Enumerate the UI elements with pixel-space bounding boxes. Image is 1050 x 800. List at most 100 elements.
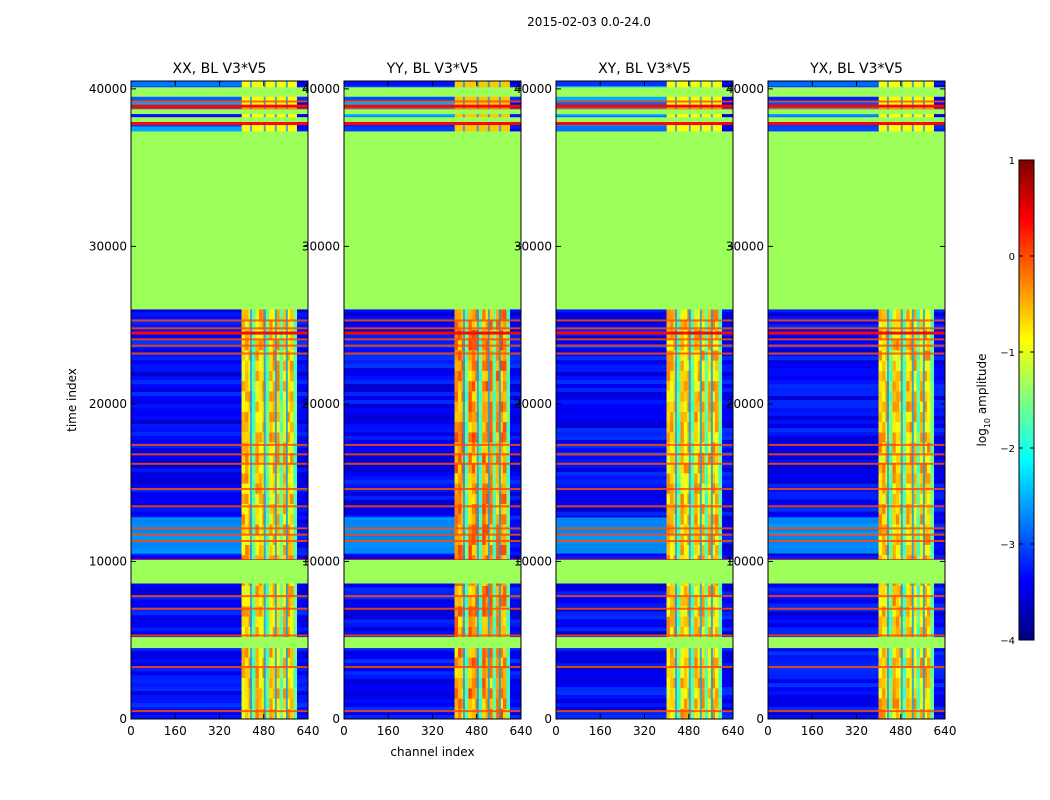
heatmap-row xyxy=(344,691,521,696)
heatmap-band-cell xyxy=(499,524,504,535)
heatmap-band-cell xyxy=(690,493,695,504)
heatmap-band-cell xyxy=(701,432,705,443)
heatmap-band-cell xyxy=(482,422,486,433)
heatmap-flagged-block xyxy=(131,559,308,584)
heatmap-row xyxy=(344,471,521,476)
heatmap-band-cell xyxy=(503,626,507,638)
heatmap-band-cell xyxy=(902,329,907,341)
heatmap-band-cell xyxy=(286,319,291,330)
heatmap-band-cell xyxy=(482,452,486,464)
heatmap-band-cell xyxy=(265,422,270,433)
heatmap-row xyxy=(556,687,733,692)
heatmap-band-cell xyxy=(471,667,476,679)
heatmap-band-cell xyxy=(485,452,490,464)
heatmap-band-cell xyxy=(694,678,698,689)
heatmap-band-gap xyxy=(249,81,252,719)
heatmap-band-cell xyxy=(276,667,280,679)
heatmap-band-cell xyxy=(272,391,277,402)
heatmap-band-cell xyxy=(496,411,500,423)
heatmap-row xyxy=(556,403,733,408)
heatmap-band-cell xyxy=(482,708,486,719)
heatmap-band-cell xyxy=(683,657,688,668)
heatmap-band-cell xyxy=(906,698,910,709)
heatmap-band-cell xyxy=(251,626,256,638)
heatmap-band-cell xyxy=(704,657,709,668)
heatmap-band-cell xyxy=(882,452,886,464)
heatmap-band-cell xyxy=(906,350,910,361)
heatmap-band-cell xyxy=(909,329,914,341)
heatmap-band-cell xyxy=(454,319,459,330)
heatmap-band-cell xyxy=(690,360,695,371)
heatmap-band-cell xyxy=(458,309,462,320)
heatmap-row xyxy=(768,671,945,676)
heatmap-band-cell xyxy=(892,360,896,371)
heatmap-band-cell xyxy=(694,360,698,371)
heatmap-band-cell xyxy=(902,422,907,433)
heatmap-band-cell xyxy=(708,463,712,474)
heatmap-band-cell xyxy=(468,432,472,443)
heatmap-band-cell xyxy=(683,708,688,719)
heatmap-band-cell xyxy=(909,585,914,597)
heatmap-band-cell xyxy=(930,698,934,709)
heatmap-band-cell xyxy=(492,329,497,341)
heatmap-band-cell xyxy=(290,370,294,382)
x-tick-label: 640 xyxy=(510,724,533,738)
heatmap-band-cell xyxy=(670,708,674,719)
heatmap-band-cell xyxy=(697,626,702,638)
heatmap-band-cell xyxy=(290,432,294,443)
heatmap-band-cell xyxy=(906,688,910,699)
heatmap-band-cell xyxy=(902,678,907,689)
heatmap-band-cell xyxy=(892,596,896,607)
heatmap-band-cell xyxy=(468,452,472,464)
heatmap-band-cell xyxy=(882,319,886,330)
heatmap-row xyxy=(131,479,308,484)
heatmap-band-cell xyxy=(923,698,928,709)
heatmap-band-cell xyxy=(930,381,934,392)
heatmap-band-cell xyxy=(482,329,486,341)
heatmap-band-cell xyxy=(258,534,263,545)
panel-1: XX, BL V3*V50 160 320 480 640010000200003000… xyxy=(65,61,319,738)
heatmap-hot-row xyxy=(768,344,945,347)
heatmap-band-cell xyxy=(704,606,709,617)
heatmap-band-cell xyxy=(496,544,500,556)
heatmap-band-cell xyxy=(499,381,504,392)
heatmap-row xyxy=(344,659,521,664)
heatmap-band-cell xyxy=(888,534,893,545)
heatmap-band-cell xyxy=(454,708,459,719)
heatmap-band-cell xyxy=(694,329,698,341)
heatmap-band-cell xyxy=(708,688,712,699)
heatmap-row xyxy=(344,126,455,132)
heatmap-band-cell xyxy=(464,534,469,545)
heatmap-band-cell xyxy=(704,309,709,320)
heatmap-band-cell xyxy=(701,442,705,453)
heatmap-band-cell xyxy=(902,463,907,474)
heatmap-band-cell xyxy=(454,514,459,525)
heatmap-band-cell xyxy=(704,432,709,443)
heatmap-band-cell xyxy=(251,708,256,719)
heatmap-band-cell xyxy=(888,422,893,433)
heatmap-band-cell xyxy=(902,524,907,535)
heatmap-band-cell xyxy=(666,360,671,371)
heatmap-band-cell xyxy=(888,544,893,556)
heatmap-band-cell xyxy=(245,422,249,433)
heatmap-row xyxy=(768,340,945,345)
heatmap-band-cell xyxy=(916,647,921,658)
heatmap-band-cell xyxy=(916,688,921,699)
heatmap-band-cell xyxy=(464,524,469,535)
heatmap-band-cell xyxy=(506,657,510,668)
heatmap-row xyxy=(344,431,521,436)
heatmap-band-cell xyxy=(920,585,924,597)
heatmap-band-cell xyxy=(930,596,934,607)
heatmap-band-cell xyxy=(503,616,507,627)
heatmap-band-cell xyxy=(496,391,500,402)
heatmap-row xyxy=(344,81,455,87)
heatmap-row xyxy=(768,435,945,440)
heatmap-band-cell xyxy=(286,626,291,638)
heatmap-band-cell xyxy=(895,360,900,371)
heatmap-band-cell xyxy=(492,463,497,474)
heatmap-band-cell xyxy=(909,596,914,607)
heatmap-band-cell xyxy=(478,473,483,484)
heatmap-band-cell xyxy=(701,514,705,525)
heatmap-hot-row xyxy=(344,710,521,713)
heatmap-row xyxy=(131,411,308,416)
